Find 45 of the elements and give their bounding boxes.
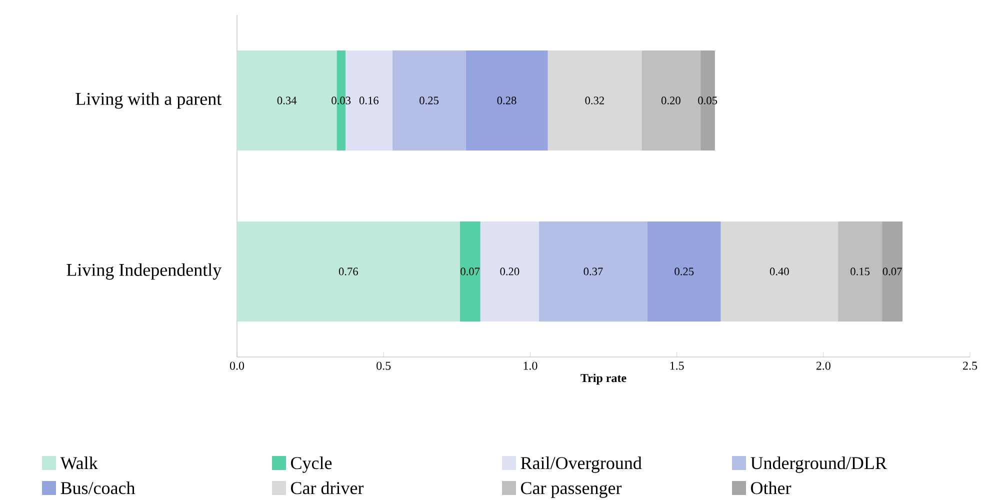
bar [838,222,882,322]
bar [720,222,838,322]
x-tick-label: 0.5 [376,362,391,370]
bar [539,222,648,322]
data-label: 0.40 [770,268,789,276]
bar [392,50,466,151]
data-label: 0.03 [332,96,351,104]
data-label: 0.34 [277,96,297,104]
bar [460,222,480,322]
data-label: 0.28 [497,96,516,104]
data-label: 0.16 [359,96,379,104]
data-label: 0.15 [850,268,870,276]
data-label: 0.37 [584,268,603,276]
data-label: 0.20 [500,268,520,276]
data-label: 0.25 [674,268,694,276]
legend-label: Car passenger [521,482,622,498]
bar [548,50,642,151]
legend-label: Cycle [291,456,332,473]
legend-label: Walk [60,456,98,470]
x-tick-label: 2.0 [816,362,830,370]
y-tick-label: Living with a parent [76,92,222,109]
data-label: 0.76 [338,268,358,276]
data-label: 0.25 [420,96,439,104]
legend-label: Car driver [291,482,364,494]
bar [647,222,721,322]
x-axis-title: Trip rate [580,374,626,385]
x-tick-label: 1.5 [670,362,684,370]
data-label: 0.07 [882,268,902,276]
bar [466,50,548,151]
data-label: 0.07 [460,268,480,276]
data-label: 0.32 [585,96,604,104]
legend-label: Rail/Overground [520,456,642,473]
data-label: 0.05 [698,96,718,104]
bar [882,222,903,322]
x-tick-label: 2.5 [963,362,978,370]
x-tick-label: 0.0 [230,362,244,370]
data-label: 0.20 [661,96,680,104]
bar [237,222,460,322]
bar [480,222,539,322]
x-tick-label: 1.0 [524,362,538,370]
legend-label: Other [751,482,792,494]
legend-label: Bus/coach [60,482,136,494]
legend-label: Underground/DLR [750,456,887,473]
bar [700,50,715,151]
y-tick-label: Living Independently [66,263,222,280]
